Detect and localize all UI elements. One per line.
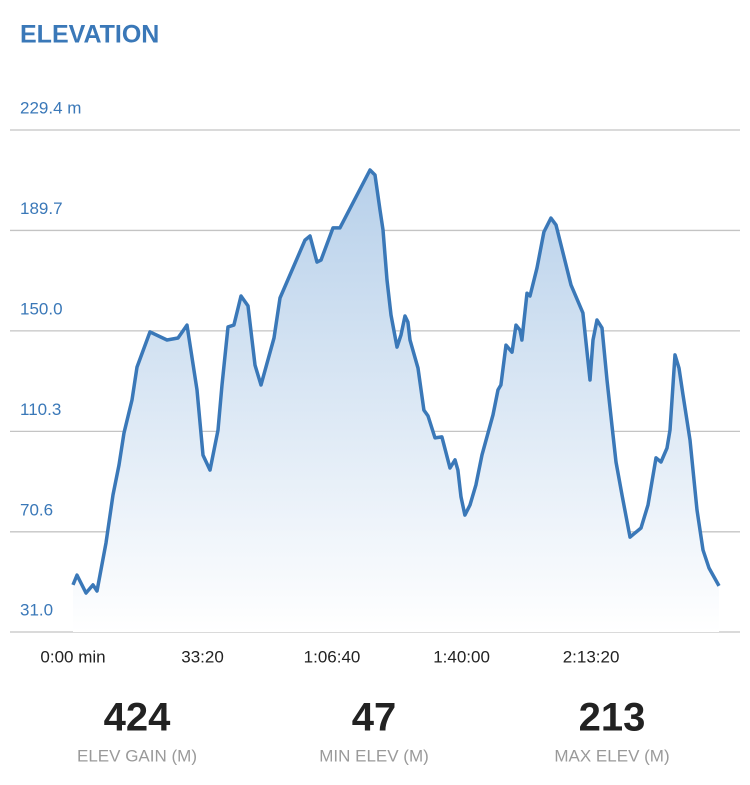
y-tick-label: 110.3 [20,400,61,419]
x-tick-label: 1:06:40 [304,647,361,666]
stat-label: ELEV GAIN (M) [77,746,197,765]
y-tick-label: 229.4 m [20,98,81,117]
y-tick-label: 70.6 [20,500,53,519]
area-fill [73,170,719,632]
chart-title: ELEVATION [20,21,159,49]
stat-value: 213 [579,696,646,740]
x-tick-label: 33:20 [181,647,224,666]
stat-value: 47 [352,696,397,740]
stat-label: MIN ELEV (M) [319,746,429,765]
x-tick-label: 2:13:20 [563,647,620,666]
y-tick-label: 189.7 [20,199,63,218]
stat-value: 424 [104,696,171,740]
elevation-line [71,168,721,595]
x-tick-label: 1:40:00 [433,647,490,666]
y-tick-label: 31.0 [20,600,53,619]
stat-label: MAX ELEV (M) [554,746,669,765]
y-tick-label: 150.0 [20,299,63,318]
x-tick-label: 0:00 min [40,647,105,666]
